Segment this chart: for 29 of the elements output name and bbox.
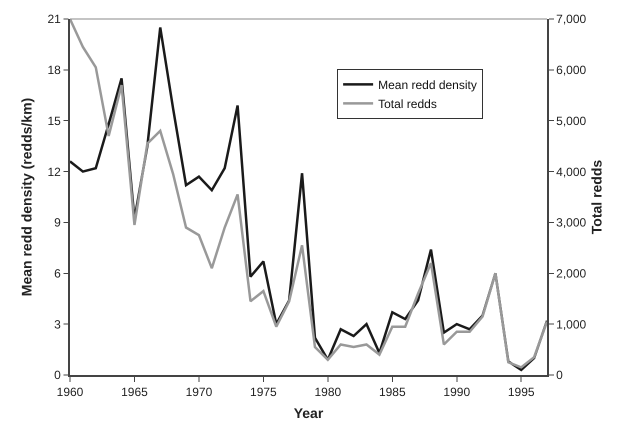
y2-tick-label: 1,000 [556,317,587,332]
y2-tick-label: 3,000 [556,216,587,230]
y2-tick-label: 7,000 [556,12,587,26]
y2-tick-label: 6,000 [556,63,587,78]
x-tick-label: 1965 [121,385,148,400]
x-tick-label: 1985 [378,385,406,400]
x-axis-title: Year [294,405,324,421]
y2-tick-label: 0 [556,368,564,382]
y-tick-label: 18 [47,63,62,78]
x-tick-label: 1970 [186,385,213,400]
y-tick-label: 6 [54,266,62,280]
y-tick-label: 12 [47,164,62,179]
x-tick-label: 1980 [314,385,342,400]
y-tick-label: 9 [54,216,62,230]
x-tick-label: 1975 [250,385,278,400]
y2-tick-label: 2,000 [556,266,587,280]
y2-tick-label: 5,000 [556,114,587,128]
y2-tick-label: 4,000 [556,164,587,179]
x-tick-label: 1990 [443,385,470,400]
y-tick-label: 3 [54,317,62,332]
y-tick-label: 0 [54,368,62,382]
x-tick-label: 1995 [508,385,535,400]
y2-axis-title: Total redds [588,160,605,234]
y-tick-label: 21 [47,12,62,26]
y-tick-label: 15 [47,114,62,128]
y-axis-title: Mean redd density (redds/km) [18,98,34,296]
x-tick-label: 1960 [56,385,84,400]
legend-label: Mean redd density [378,78,477,92]
legend-label: Total redds [378,97,437,112]
